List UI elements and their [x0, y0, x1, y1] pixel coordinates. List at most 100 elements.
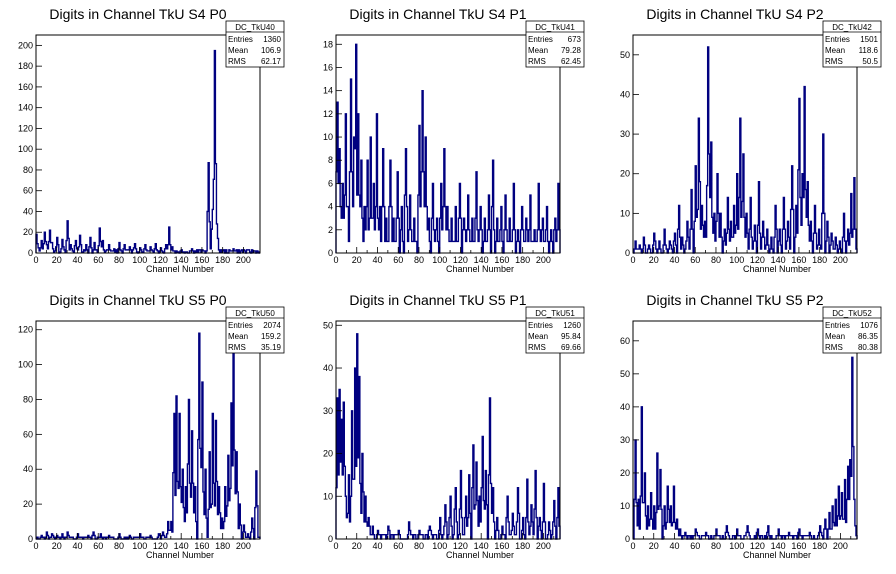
- x-tick-label: 180: [515, 541, 530, 551]
- x-tick-label: 0: [33, 255, 38, 265]
- x-tick-label: 140: [174, 541, 189, 551]
- x-tick-label: 120: [453, 541, 468, 551]
- stats-value: 95.84: [561, 332, 582, 341]
- x-tick-label: 20: [52, 255, 62, 265]
- x-tick-label: 180: [515, 255, 530, 265]
- y-tick-label: 12: [323, 109, 333, 119]
- histogram-series-s5-p2: [633, 356, 858, 540]
- x-tick-label: 120: [453, 255, 468, 265]
- stats-value: 80.38: [858, 343, 879, 352]
- panel-s5-p2: Digits in Channel TkU S5 P20 20 40 60 80 100 1…: [620, 292, 882, 560]
- x-tick-label: 200: [536, 541, 551, 551]
- title-s5-p2: Digits in Channel TkU S5 P2: [646, 292, 823, 308]
- y-tick-label: 100: [18, 360, 33, 370]
- stats-name: DC_TkU52: [832, 309, 872, 318]
- x-tick-label: 160: [791, 541, 806, 551]
- x-tick-label: 20: [52, 541, 62, 551]
- histogram-series-s5-p1: [335, 333, 561, 540]
- stats-key: Entries: [825, 35, 850, 44]
- x-tick-label: 200: [833, 541, 848, 551]
- stats-value: 673: [568, 35, 582, 44]
- histogram-series-s4-p0: [35, 49, 260, 254]
- x-tick-label: 60: [93, 255, 103, 265]
- stats-key: Entries: [228, 35, 253, 44]
- y-tick-label: 50: [620, 369, 630, 379]
- y-tick-label: 6: [328, 178, 333, 188]
- stats-key: Mean: [528, 332, 548, 341]
- y-tick-label: 80: [23, 394, 33, 404]
- x-tick-label: 140: [174, 255, 189, 265]
- stats-box-s4-p2: DC_TkU42 Entries 1501 Mean 118.6 RMS 50.5: [822, 20, 882, 68]
- x-axis-label-s5-p0: Channel Number: [146, 550, 214, 560]
- y-tick-label: 20: [620, 468, 630, 478]
- x-axis-label-s4-p0: Channel Number: [146, 264, 214, 274]
- x-tick-label: 100: [132, 541, 147, 551]
- stats-box-s5-p1: DC_TkU51 Entries 1260 Mean 95.84 RMS 69.66: [525, 306, 585, 354]
- x-tick-label: 180: [215, 255, 230, 265]
- x-tick-label: 160: [494, 255, 509, 265]
- y-tick-label: 8: [328, 155, 333, 165]
- x-tick-label: 200: [536, 255, 551, 265]
- x-tick-label: 80: [711, 541, 721, 551]
- y-tick-label: 10: [323, 491, 333, 501]
- stats-key: Entries: [228, 321, 253, 330]
- y-tick-label: 200: [18, 40, 33, 50]
- stats-name: DC_TkU40: [235, 23, 275, 32]
- stats-box-frame: [525, 20, 585, 68]
- x-tick-label: 100: [432, 541, 447, 551]
- y-tick-label: 2: [328, 225, 333, 235]
- x-tick-label: 180: [812, 255, 827, 265]
- stats-key: Mean: [228, 332, 248, 341]
- x-tick-label: 200: [236, 541, 251, 551]
- y-tick-label: 14: [323, 86, 333, 96]
- stats-box-frame: [225, 20, 285, 68]
- x-tick-label: 40: [72, 255, 82, 265]
- x-axis-label-s5-p2: Channel Number: [743, 550, 811, 560]
- histogram-series-s5-p0: [36, 332, 261, 540]
- x-tick-label: 120: [153, 255, 168, 265]
- y-tick-label: 100: [18, 144, 33, 154]
- stats-key: RMS: [228, 343, 246, 352]
- x-tick-label: 40: [669, 541, 679, 551]
- y-tick-label: 30: [620, 129, 630, 139]
- y-tick-label: 40: [23, 206, 33, 216]
- y-tick-label: 60: [620, 336, 630, 346]
- y-tick-label: 80: [23, 165, 33, 175]
- stats-value: 1076: [860, 321, 878, 330]
- stats-name: DC_TkU51: [535, 309, 575, 318]
- title-s4-p1: Digits in Channel TkU S4 P1: [349, 6, 526, 22]
- stats-box-frame: [525, 306, 585, 354]
- stats-value: 69.66: [561, 343, 582, 352]
- x-axis-label-s4-p2: Channel Number: [743, 264, 811, 274]
- stats-key: RMS: [825, 343, 843, 352]
- x-tick-label: 100: [132, 255, 147, 265]
- y-tick-label: 20: [323, 449, 333, 459]
- stats-box-frame: [225, 306, 285, 354]
- panel-s4-p2: Digits in Channel TkU S4 P20 20 40 60 80 100 1…: [620, 6, 882, 274]
- x-axis-label-s4-p1: Channel Number: [446, 264, 514, 274]
- y-tick-label: 60: [23, 186, 33, 196]
- x-tick-label: 40: [72, 541, 82, 551]
- title-s4-p2: Digits in Channel TkU S4 P2: [646, 6, 823, 22]
- stats-value: 1501: [860, 35, 878, 44]
- x-tick-label: 20: [649, 255, 659, 265]
- x-tick-label: 80: [711, 255, 721, 265]
- stats-key: Entries: [528, 35, 553, 44]
- y-tick-label: 120: [18, 123, 33, 133]
- stats-value: 62.17: [261, 57, 282, 66]
- x-tick-label: 60: [93, 541, 103, 551]
- x-tick-label: 20: [352, 541, 362, 551]
- y-tick-label: 10: [620, 501, 630, 511]
- x-tick-label: 140: [474, 255, 489, 265]
- y-tick-label: 0: [328, 248, 333, 258]
- x-tick-label: 200: [236, 255, 251, 265]
- stats-box-s4-p1: DC_TkU41 Entries 673 Mean 79.28 RMS 62.45: [525, 20, 585, 68]
- y-tick-label: 0: [328, 534, 333, 544]
- x-tick-label: 0: [333, 541, 338, 551]
- x-tick-label: 60: [690, 541, 700, 551]
- stats-key: Mean: [825, 46, 845, 55]
- plot-frame-s5-p2: [632, 320, 858, 540]
- stats-key: Entries: [528, 321, 553, 330]
- stats-key: Mean: [228, 46, 248, 55]
